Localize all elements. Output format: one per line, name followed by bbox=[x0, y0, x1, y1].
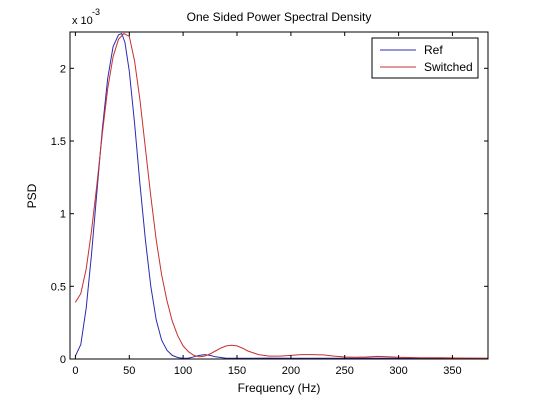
y-exponent-label: x 10 bbox=[72, 15, 93, 27]
y-tick-label: 2 bbox=[60, 63, 66, 75]
y-tick-label: 0 bbox=[60, 354, 66, 366]
plot-background bbox=[70, 32, 488, 359]
x-tick-label: 200 bbox=[282, 365, 300, 377]
plot-frame bbox=[69, 31, 489, 360]
x-tick-label: 0 bbox=[72, 365, 78, 377]
ticks-layer: 0 50 100 150 200 250 300 350 0 0.5 1 1.5 2 bbox=[51, 32, 488, 377]
y-tick-label: 1 bbox=[60, 209, 66, 221]
y-axis-label: PSD bbox=[25, 183, 39, 208]
chart-title: One Sided Power Spectral Density bbox=[187, 10, 372, 24]
x-tick-label: 350 bbox=[443, 365, 461, 377]
legend-box bbox=[371, 37, 479, 79]
series-line-ref bbox=[74, 32, 489, 359]
y-exponent-power: -3 bbox=[92, 7, 100, 17]
y-tick-label: 0.5 bbox=[51, 281, 66, 293]
series-layer bbox=[74, 32, 489, 359]
series-line-switched bbox=[74, 32, 489, 359]
x-tick-label: 100 bbox=[174, 365, 192, 377]
x-axis-label: Frequency (Hz) bbox=[238, 381, 321, 395]
legend-label-switched: Switched bbox=[424, 60, 473, 74]
x-tick-label: 150 bbox=[228, 365, 246, 377]
x-tick-label: 250 bbox=[336, 365, 354, 377]
x-tick-label: 300 bbox=[389, 365, 407, 377]
x-tick-label: 50 bbox=[123, 365, 135, 377]
y-tick-label: 1.5 bbox=[51, 136, 66, 148]
legend-label-ref: Ref bbox=[424, 43, 443, 57]
legend: Ref Switched bbox=[371, 37, 479, 79]
